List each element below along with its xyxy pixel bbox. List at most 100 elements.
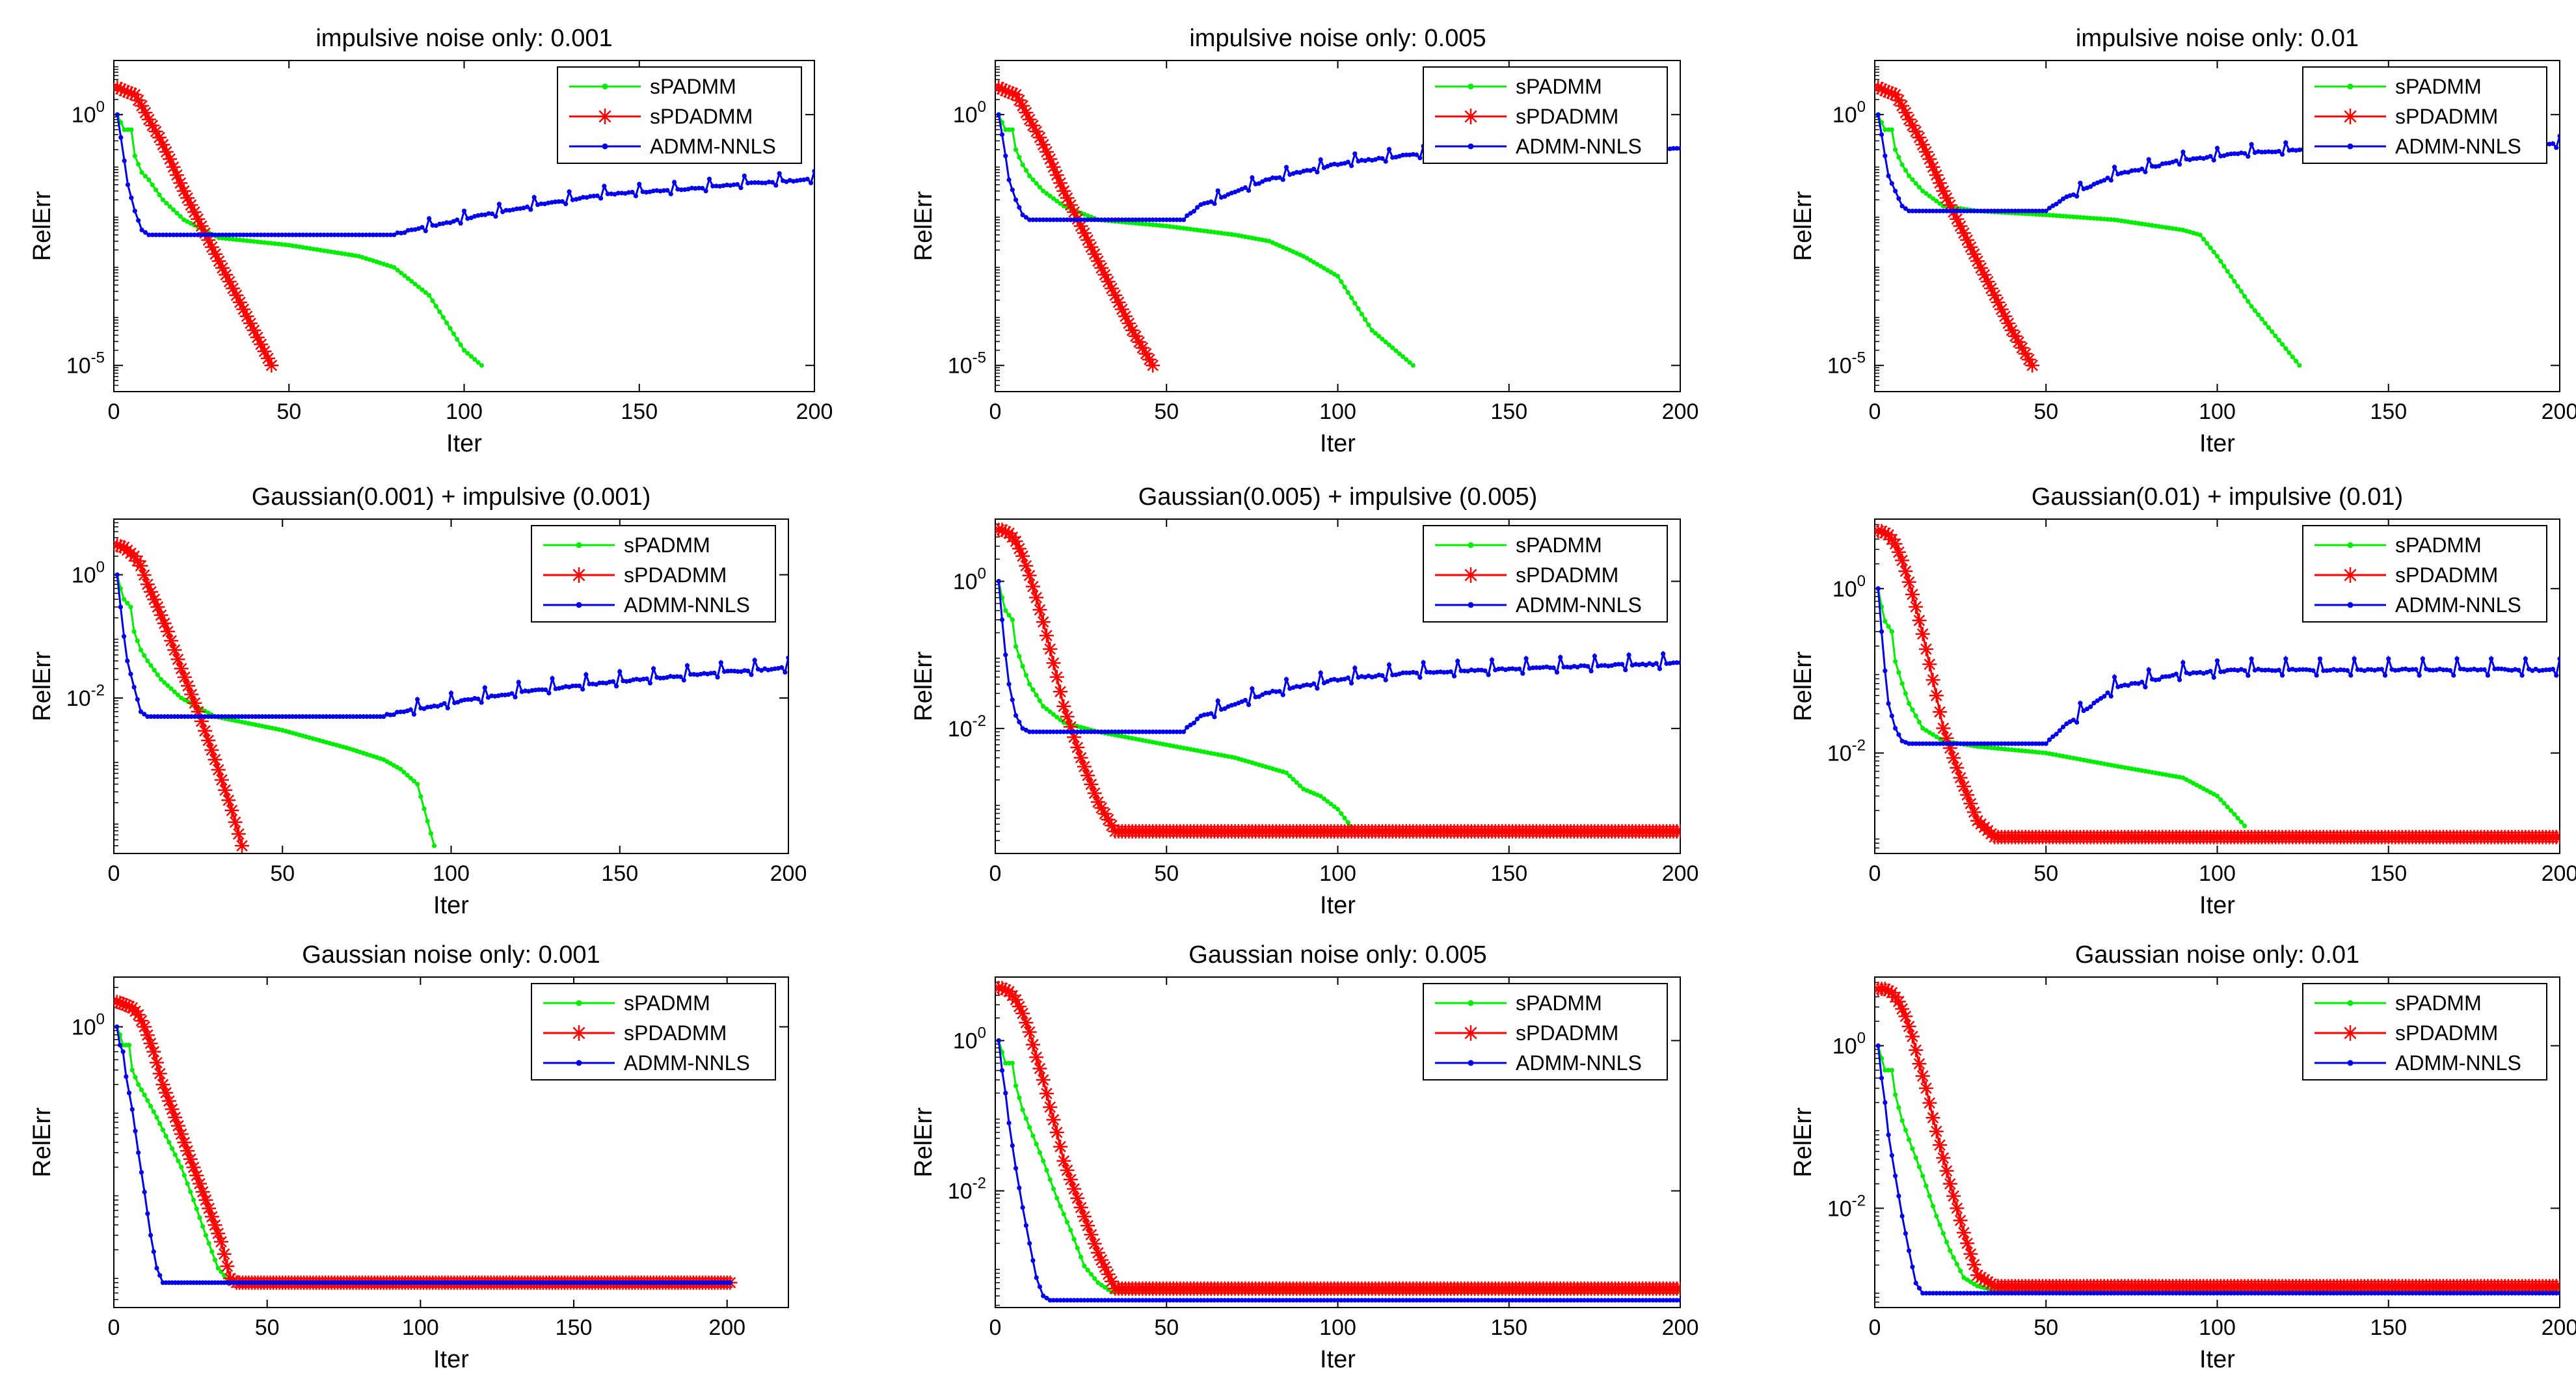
x-tick-label: 50 xyxy=(255,1315,280,1340)
data-point-admm-nnls xyxy=(1510,1298,1515,1303)
x-tick-label: 0 xyxy=(108,861,120,886)
data-point-admm-nnls xyxy=(2410,667,2415,672)
data-point-spdadmm xyxy=(215,260,230,275)
data-point-admm-nnls xyxy=(2037,741,2042,746)
data-point-admm-nnls xyxy=(1106,217,1111,222)
data-point-admm-nnls xyxy=(2050,734,2056,739)
data-point-admm-nnls xyxy=(600,680,606,686)
data-point-spdadmm xyxy=(197,723,212,738)
data-point-admm-nnls xyxy=(1630,1298,1635,1303)
data-point-spadmm xyxy=(1092,1276,1097,1281)
x-tick-label: 0 xyxy=(108,399,120,424)
data-point-admm-nnls xyxy=(227,232,232,237)
data-point-admm-nnls xyxy=(999,617,1005,623)
data-point-admm-nnls xyxy=(290,714,295,719)
data-point-admm-nnls xyxy=(1164,1298,1169,1303)
data-point-admm-nnls xyxy=(1486,672,1491,677)
data-point-admm-nnls xyxy=(1126,729,1131,734)
data-point-spadmm xyxy=(1989,745,1994,751)
data-point-admm-nnls xyxy=(239,714,245,719)
legend-label: ADMM-NNLS xyxy=(2395,135,2521,158)
data-point-spadmm xyxy=(203,1233,209,1238)
data-point-admm-nnls xyxy=(1013,713,1019,718)
data-point-admm-nnls xyxy=(1934,1291,1939,1296)
data-point-admm-nnls xyxy=(619,191,624,196)
data-point-admm-nnls xyxy=(1359,1298,1364,1303)
data-point-admm-nnls xyxy=(1493,1298,1498,1303)
y-axis-label: RelErr xyxy=(910,651,937,721)
data-point-admm-nnls xyxy=(297,714,302,719)
data-point-admm-nnls xyxy=(1448,1298,1453,1303)
data-point-spadmm xyxy=(131,629,137,634)
data-point-admm-nnls xyxy=(1913,1280,1918,1285)
data-point-spadmm xyxy=(158,677,164,682)
data-point-admm-nnls xyxy=(2156,677,2162,682)
data-point-admm-nnls xyxy=(2153,677,2158,682)
data-point-admm-nnls xyxy=(1875,1043,1881,1049)
data-point-admm-nnls xyxy=(1102,729,1108,734)
data-point-spdadmm xyxy=(1673,824,1680,839)
data-point-spadmm xyxy=(321,248,327,253)
data-point-admm-nnls xyxy=(1318,670,1323,675)
y-tick-label: 10-2 xyxy=(1827,737,1866,766)
legend-label: sPADMM xyxy=(1516,75,1602,98)
data-point-spadmm xyxy=(2098,216,2104,221)
data-point-admm-nnls xyxy=(1407,1298,1412,1303)
data-point-spadmm xyxy=(1023,1116,1028,1121)
data-point-spadmm xyxy=(2122,219,2127,224)
data-point-admm-nnls xyxy=(2088,1291,2093,1296)
data-point-admm-nnls xyxy=(2259,150,2264,155)
data-point-spadmm xyxy=(2201,786,2207,792)
data-point-admm-nnls xyxy=(283,714,289,719)
data-point-spadmm xyxy=(2091,216,2097,221)
data-point-admm-nnls xyxy=(1023,215,1028,220)
data-point-spdadmm xyxy=(195,1185,210,1200)
data-point-admm-nnls xyxy=(1386,1298,1392,1303)
data-point-admm-nnls xyxy=(2400,1291,2405,1296)
x-tick-label: 150 xyxy=(556,1315,593,1340)
data-point-admm-nnls xyxy=(1061,729,1066,734)
data-point-spadmm xyxy=(1916,719,1922,725)
data-point-admm-nnls xyxy=(1390,1298,1395,1303)
data-point-admm-nnls xyxy=(1010,1143,1015,1148)
data-point-admm-nnls xyxy=(1246,188,1252,193)
data-point-admm-nnls xyxy=(2427,1291,2432,1296)
data-point-admm-nnls xyxy=(2140,167,2145,172)
data-point-spdadmm xyxy=(1922,657,1937,672)
data-point-admm-nnls xyxy=(1136,729,1142,734)
data-point-spdadmm xyxy=(152,1066,167,1081)
data-point-admm-nnls xyxy=(2447,668,2453,673)
data-point-spadmm xyxy=(1304,256,1309,261)
data-point-spdadmm xyxy=(1939,1163,1954,1178)
series-group xyxy=(114,80,814,373)
data-point-admm-nnls xyxy=(120,1049,126,1054)
data-point-admm-nnls xyxy=(570,683,575,689)
data-point-spadmm xyxy=(1068,1228,1073,1233)
data-point-admm-nnls xyxy=(374,714,380,719)
x-tick-label: 100 xyxy=(2199,399,2236,424)
data-point-admm-nnls xyxy=(1643,1298,1648,1303)
data-point-admm-nnls xyxy=(1318,1298,1323,1303)
data-point-spadmm xyxy=(1010,1060,1015,1066)
data-point-admm-nnls xyxy=(2324,1291,2329,1296)
data-point-admm-nnls xyxy=(1910,208,1915,213)
data-point-admm-nnls xyxy=(182,714,187,719)
data-point-admm-nnls xyxy=(1961,208,1966,213)
data-point-spdadmm xyxy=(118,998,133,1013)
data-point-admm-nnls xyxy=(2297,1291,2302,1296)
data-point-spadmm xyxy=(230,237,235,242)
data-point-spadmm xyxy=(1342,815,1347,821)
data-point-spdadmm xyxy=(184,687,199,702)
data-point-spdadmm xyxy=(1094,260,1109,275)
data-point-admm-nnls xyxy=(2074,194,2080,199)
data-point-admm-nnls xyxy=(1339,677,1344,682)
data-point-admm-nnls xyxy=(2129,168,2134,173)
data-point-admm-nnls xyxy=(2485,673,2491,678)
data-point-spdadmm xyxy=(202,1201,217,1216)
data-point-admm-nnls xyxy=(2208,1291,2213,1296)
data-point-admm-nnls xyxy=(1417,675,1423,680)
data-point-spdadmm xyxy=(124,86,139,101)
data-point-admm-nnls xyxy=(2341,667,2346,673)
data-point-admm-nnls xyxy=(2447,1291,2453,1296)
